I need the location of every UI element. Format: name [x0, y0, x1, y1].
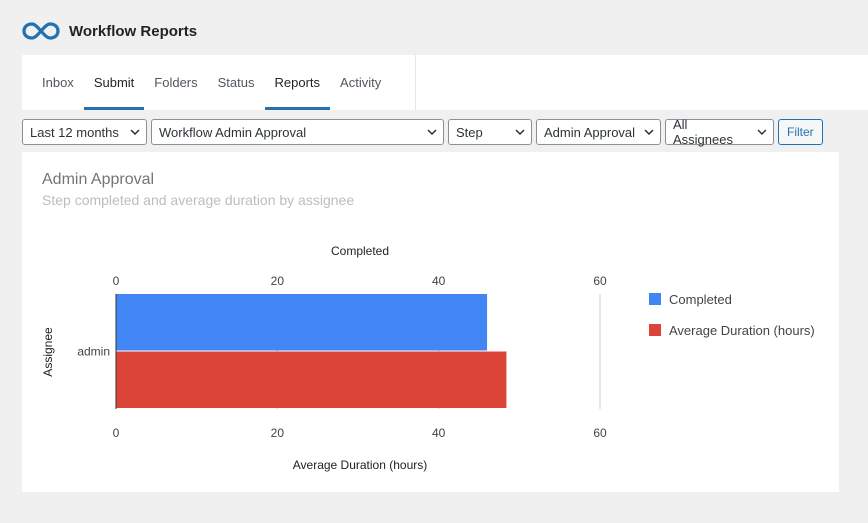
card-subtitle: Step completed and average duration by a…: [42, 192, 355, 208]
legend-item[interactable]: Average Duration (hours): [649, 322, 815, 338]
tab-label: Status: [217, 75, 255, 90]
tab-submit[interactable]: Submit: [83, 55, 145, 110]
report-type-select[interactable]: Step: [448, 119, 532, 145]
filter-button[interactable]: Filter: [778, 119, 823, 145]
bar-average-duration-hours: [116, 351, 507, 408]
tab-label: Inbox: [42, 75, 74, 90]
step-value: Admin Approval: [544, 124, 636, 140]
report-card: Admin Approval Step completed and averag…: [22, 152, 839, 492]
chevron-down-icon: [515, 129, 525, 135]
app-title: Workflow Reports: [69, 22, 198, 40]
tab-label: Reports: [274, 75, 321, 90]
assignee-select[interactable]: All Assignees: [665, 117, 774, 147]
card-title: Admin Approval: [42, 171, 155, 188]
assignee-value: All Assignees: [673, 117, 733, 147]
date-range-value: Last 12 months: [30, 124, 119, 140]
legend-label: Completed: [669, 291, 732, 307]
workflow-select[interactable]: Workflow Admin Approval: [151, 119, 444, 145]
bottom-axis-tick: 60: [593, 426, 607, 440]
chart-legend: Completed Average Duration (hours): [649, 291, 815, 353]
bar-completed: [116, 294, 488, 351]
tab-inbox[interactable]: Inbox: [22, 55, 84, 110]
bottom-axis-tick: 0: [113, 426, 120, 440]
legend-item[interactable]: Completed: [649, 291, 815, 307]
top-axis-title: Completed: [331, 244, 389, 258]
nav-tabbar: Inbox Submit Folders Status Reports Activity: [22, 55, 868, 110]
bar-chart: admin 0 20 40 60 0 20 40 60 Completed Average Dura…: [41, 244, 607, 472]
tab-activity[interactable]: Activity: [330, 55, 391, 110]
top-axis-tick: 0: [113, 274, 120, 288]
chevron-down-icon: [644, 129, 654, 135]
category-label: admin: [77, 345, 110, 359]
tab-label: Submit: [93, 75, 135, 90]
chevron-down-icon: [130, 129, 140, 135]
step-select[interactable]: Admin Approval: [536, 119, 661, 145]
filter-bar: Last 12 months Workflow Admin Approval S…: [22, 117, 823, 147]
workflow-value: Workflow Admin Approval: [159, 124, 307, 140]
chevron-down-icon: [427, 129, 437, 135]
legend-swatch: [649, 324, 661, 336]
tab-reports[interactable]: Reports: [264, 55, 331, 110]
bottom-axis-tick: 20: [271, 426, 285, 440]
bottom-axis-title: Average Duration (hours): [293, 458, 428, 472]
top-axis-tick: 60: [593, 274, 607, 288]
top-axis-tick: 40: [432, 274, 446, 288]
tab-status[interactable]: Status: [208, 55, 265, 110]
legend-label: Average Duration (hours): [669, 322, 815, 338]
top-axis-tick: 20: [271, 274, 285, 288]
tab-folders[interactable]: Folders: [144, 55, 207, 110]
app-header: Workflow Reports: [22, 16, 197, 46]
tab-label: Activity: [340, 75, 382, 90]
infinity-loop-logo-icon: [22, 22, 60, 40]
bottom-axis-tick: 40: [432, 426, 446, 440]
y-axis-title: Assignee: [41, 327, 55, 377]
nav-tabs: Inbox Submit Folders Status Reports Activity: [22, 55, 416, 110]
tab-label: Folders: [154, 75, 198, 90]
report-type-value: Step: [456, 124, 483, 140]
legend-swatch: [649, 293, 661, 305]
date-range-select[interactable]: Last 12 months: [22, 119, 147, 145]
chevron-down-icon: [757, 129, 767, 135]
